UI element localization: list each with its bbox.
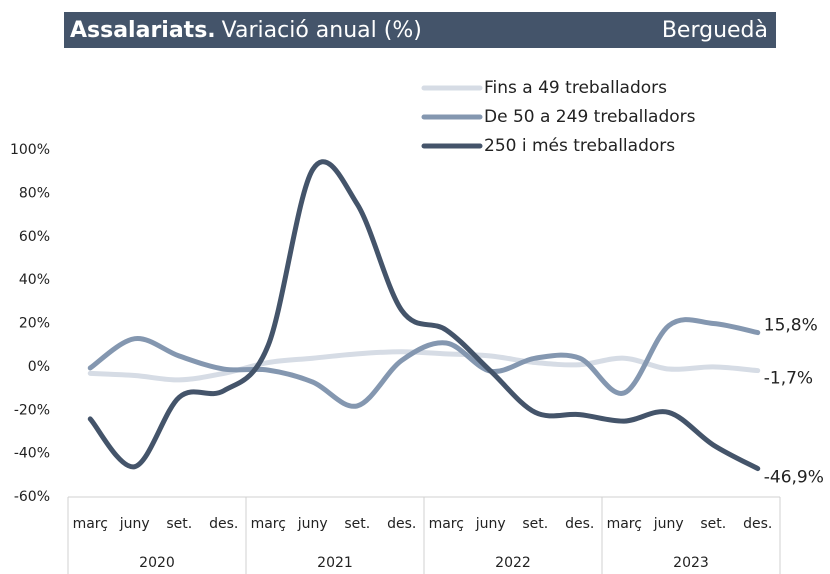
x-tick-label: juny	[119, 516, 150, 532]
x-tick-label: juny	[653, 516, 684, 532]
year-label: 2020	[139, 555, 175, 571]
x-tick-label: des.	[209, 516, 238, 532]
title-group: Assalariats. Variació anual (%)	[70, 18, 422, 43]
x-tick-label: set.	[166, 516, 192, 532]
series-line	[87, 349, 761, 383]
x-tick-label: set.	[700, 516, 726, 532]
chart-title: Assalariats.	[70, 18, 216, 43]
y-tick-label: 0%	[28, 359, 50, 375]
y-tick-label: 60%	[19, 229, 50, 245]
title-bar	[64, 12, 776, 48]
y-tick-label: -60%	[14, 489, 50, 505]
x-tick-label: març	[73, 516, 108, 532]
value-label: -1,7%	[764, 369, 813, 389]
x-tick-label: set.	[344, 516, 370, 532]
legend-label: Fins a 49 treballadors	[484, 78, 667, 98]
year-label: 2022	[495, 555, 531, 571]
y-tick-label: -20%	[14, 402, 50, 418]
x-tick-label: març	[607, 516, 642, 532]
legend-label: 250 i més treballadors	[484, 136, 675, 156]
series-line	[87, 317, 761, 409]
x-tick-label: des.	[387, 516, 416, 532]
region-label: Berguedà	[662, 18, 768, 43]
y-tick-label: -40%	[14, 446, 50, 462]
x-tick-label: des.	[565, 516, 594, 532]
year-label: 2021	[317, 555, 353, 571]
x-tick-label: set.	[522, 516, 548, 532]
x-tick-label: març	[251, 516, 286, 532]
chart-subtitle: Variació anual (%)	[222, 18, 422, 43]
x-tick-label: març	[429, 516, 464, 532]
y-tick-label: 40%	[19, 272, 50, 288]
year-label: 2023	[673, 555, 709, 571]
value-label: 15,8%	[764, 316, 818, 336]
y-tick-label: 100%	[10, 142, 50, 158]
x-tick-label: juny	[297, 516, 328, 532]
value-label: -46,9%	[764, 468, 824, 488]
legend-label: De 50 a 249 treballadors	[484, 107, 696, 127]
x-tick-label: des.	[743, 516, 772, 532]
y-tick-label: 80%	[19, 185, 50, 201]
series-line	[87, 159, 761, 472]
y-tick-label: 20%	[19, 316, 50, 332]
x-tick-label: juny	[475, 516, 506, 532]
